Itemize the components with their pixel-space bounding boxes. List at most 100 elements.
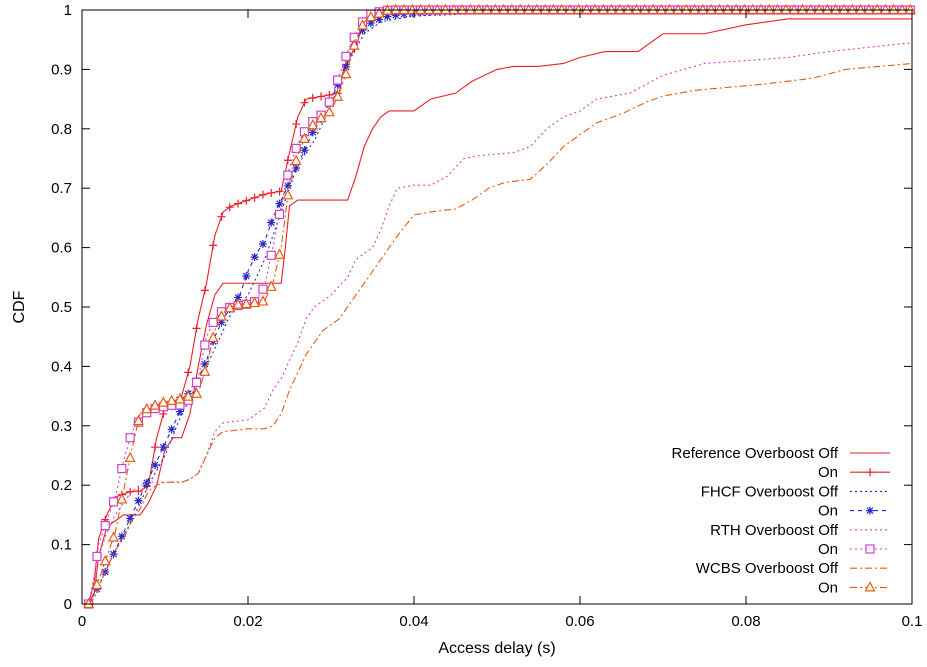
data-point xyxy=(117,532,126,541)
data-point xyxy=(904,3,916,15)
y-tick-label: 0.5 xyxy=(51,299,72,316)
data-point xyxy=(391,11,400,20)
data-point xyxy=(234,293,243,302)
legend-label: On xyxy=(818,541,838,558)
data-point xyxy=(341,63,350,72)
plot-frame xyxy=(81,9,913,605)
data-point xyxy=(290,154,302,165)
data-point xyxy=(266,250,276,260)
data-point xyxy=(217,212,226,221)
data-point xyxy=(308,93,317,102)
data-point xyxy=(292,120,301,129)
data-point xyxy=(83,597,95,609)
y-tick-label: 0 xyxy=(64,596,72,613)
data-point xyxy=(191,377,202,388)
x-tick-label: 0.06 xyxy=(565,613,594,630)
x-tick-label: 0.08 xyxy=(731,613,760,630)
data-point xyxy=(232,298,244,309)
data-point xyxy=(705,3,717,15)
data-point xyxy=(225,203,234,212)
data-point xyxy=(175,407,184,416)
data-point xyxy=(141,402,153,414)
data-point xyxy=(738,3,750,15)
data-point xyxy=(341,51,351,61)
legend-label: On xyxy=(818,503,838,520)
data-point xyxy=(423,3,435,15)
data-point xyxy=(333,75,343,85)
data-point xyxy=(763,3,775,15)
data-point xyxy=(283,170,293,180)
data-point xyxy=(755,3,767,15)
data-point xyxy=(390,3,402,15)
x-axis-label: Access delay (s) xyxy=(438,640,555,657)
y-tick-label: 0.3 xyxy=(51,418,72,435)
data-point xyxy=(200,286,209,295)
series-5 xyxy=(84,5,915,609)
series-line xyxy=(88,18,912,605)
legend-marker-sample xyxy=(864,581,876,592)
data-point xyxy=(888,3,900,15)
data-point xyxy=(572,3,584,15)
y-axis-label: CDF xyxy=(11,290,28,323)
data-point xyxy=(174,393,186,404)
data-point xyxy=(265,280,277,291)
data-point xyxy=(207,331,219,342)
data-point xyxy=(664,3,676,15)
data-point xyxy=(647,3,659,15)
data-point xyxy=(846,3,858,15)
data-point xyxy=(258,190,267,199)
data-point xyxy=(655,3,667,15)
data-point xyxy=(249,296,261,308)
data-point xyxy=(772,3,784,15)
data-point xyxy=(217,318,226,327)
data-point xyxy=(267,218,276,227)
data-point xyxy=(730,3,742,15)
data-point xyxy=(315,111,327,123)
y-tick-label: 0.2 xyxy=(51,477,72,494)
series-layer xyxy=(83,3,916,609)
data-point xyxy=(92,551,102,562)
series-0 xyxy=(88,18,912,605)
data-point xyxy=(333,80,342,89)
data-point xyxy=(713,3,725,15)
data-point xyxy=(456,3,468,15)
data-point xyxy=(722,3,734,15)
legend-label: Reference Overboost Off xyxy=(672,445,839,462)
data-point xyxy=(283,181,292,190)
data-point xyxy=(489,3,501,15)
data-point xyxy=(200,340,210,350)
y-tick-label: 0.1 xyxy=(51,537,72,554)
data-point xyxy=(91,578,103,590)
data-point xyxy=(92,585,101,594)
data-point xyxy=(250,253,259,262)
data-point xyxy=(317,92,326,101)
data-point xyxy=(125,433,135,443)
data-point xyxy=(383,12,392,21)
data-point xyxy=(796,3,808,15)
data-point xyxy=(398,3,410,15)
data-point xyxy=(134,487,143,496)
y-tick-label: 0.9 xyxy=(51,61,72,78)
series-6 xyxy=(88,62,913,605)
data-point xyxy=(431,3,443,15)
data-point xyxy=(215,310,227,321)
data-point xyxy=(132,414,144,426)
data-point xyxy=(697,3,709,15)
data-point xyxy=(855,3,867,15)
series-line xyxy=(88,9,912,605)
data-point xyxy=(234,199,243,208)
data-point xyxy=(166,394,178,405)
data-point xyxy=(282,189,294,200)
data-point xyxy=(116,493,128,504)
data-point xyxy=(274,209,285,219)
data-point xyxy=(126,514,135,523)
data-point xyxy=(523,3,535,15)
data-point xyxy=(357,19,369,30)
legend-entry: FHCF Overboost Off xyxy=(701,483,890,500)
data-point xyxy=(209,241,218,250)
x-tick-label: 0.04 xyxy=(399,613,428,630)
data-point xyxy=(788,3,800,15)
series-7 xyxy=(83,3,916,609)
data-point xyxy=(498,3,510,15)
data-point xyxy=(283,156,292,165)
